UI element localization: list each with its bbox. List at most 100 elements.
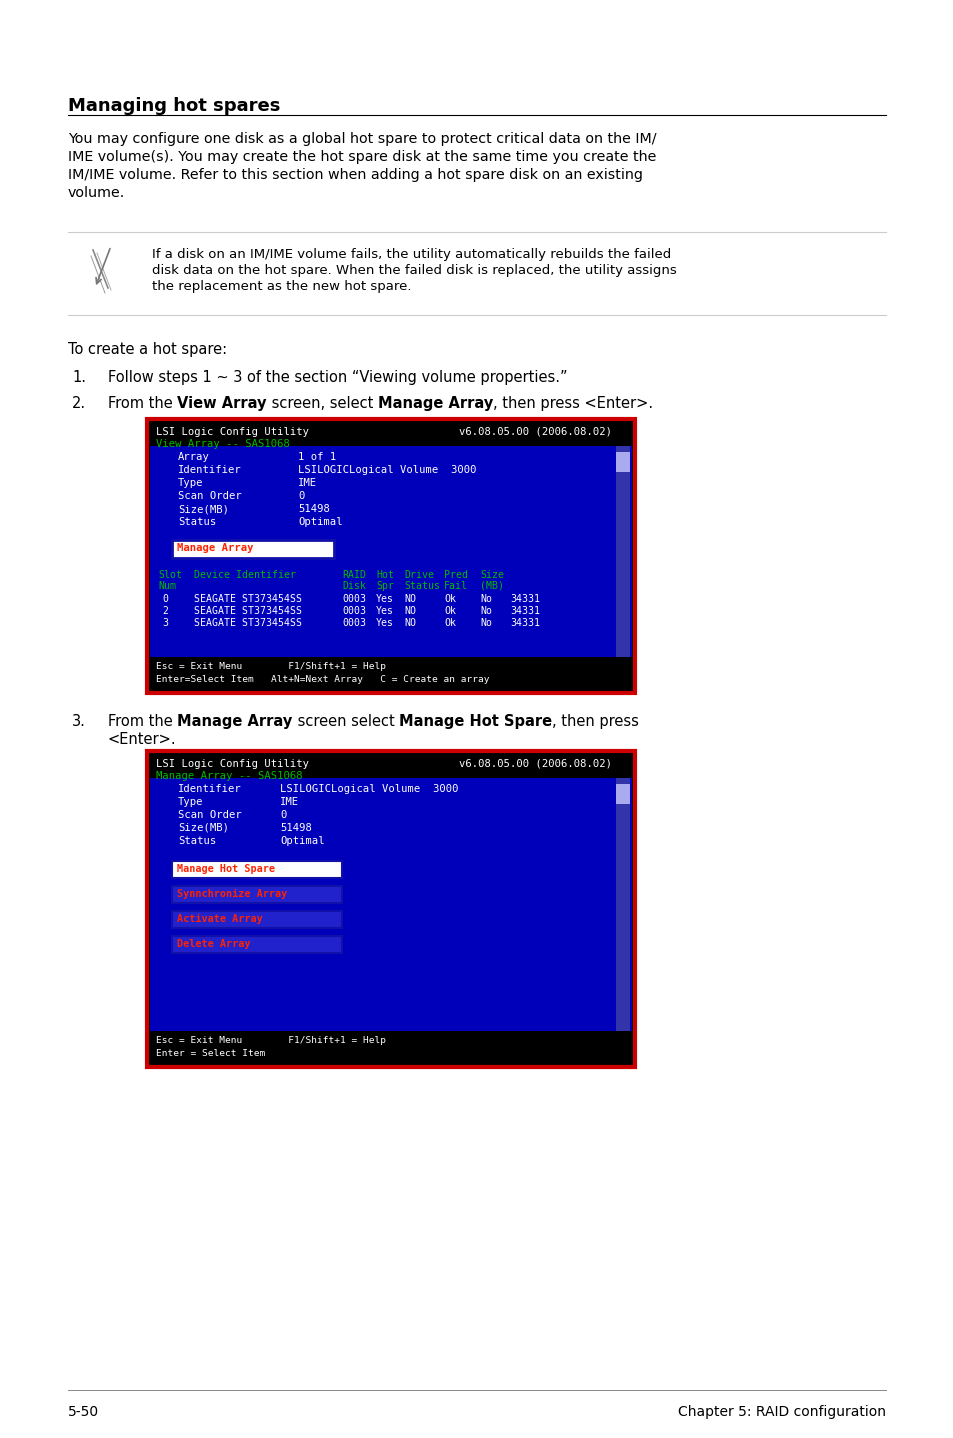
Text: Optimal: Optimal [280,835,324,846]
Text: No: No [479,594,492,604]
Text: screen, select: screen, select [267,395,377,411]
Text: Array: Array [178,452,210,462]
Text: Pred: Pred [443,569,468,580]
Text: Chapter 5: RAID configuration: Chapter 5: RAID configuration [678,1405,885,1419]
Text: Status: Status [178,835,216,846]
Text: Status: Status [178,518,216,526]
Bar [172,886,341,903]
Text: Num: Num [158,581,175,591]
Text: 0: 0 [162,594,168,604]
Text: Managing hot spares: Managing hot spares [68,96,280,115]
Text: Spr: Spr [375,581,394,591]
Text: You may configure one disk as a global hot spare to protect critical data on the: You may configure one disk as a global h… [68,132,656,147]
Text: SEAGATE ST373454SS: SEAGATE ST373454SS [193,618,302,628]
Text: v6.08.05.00 (2006.08.02): v6.08.05.00 (2006.08.02) [458,759,612,769]
Bar [172,912,341,928]
Text: 0003: 0003 [341,618,366,628]
Text: Enter = Select Item: Enter = Select Item [156,1048,265,1058]
Text: volume.: volume. [68,186,125,200]
Text: No: No [479,618,492,628]
Text: 0: 0 [280,810,286,820]
Text: Ok: Ok [443,618,456,628]
Text: disk data on the hot spare. When the failed disk is replaced, the utility assign: disk data on the hot spare. When the fai… [152,265,676,278]
Text: From the: From the [108,715,177,729]
Text: Esc = Exit Menu        F1/Shift+1 = Help: Esc = Exit Menu F1/Shift+1 = Help [156,661,386,672]
Text: Manage Hot Spare: Manage Hot Spare [177,864,274,874]
Bar [172,936,341,953]
Text: the replacement as the new hot spare.: the replacement as the new hot spare. [152,280,411,293]
Text: 1.: 1. [71,370,86,385]
Text: Device Identifier: Device Identifier [193,569,295,580]
Text: Yes: Yes [375,605,394,615]
Bar [172,541,334,558]
Text: Identifier: Identifier [178,464,241,475]
Text: 0: 0 [297,490,304,500]
Bar [150,1031,631,1064]
Text: Manage Hot Spare: Manage Hot Spare [398,715,552,729]
Text: Size: Size [479,569,503,580]
Text: View Array -- SAS1068: View Array -- SAS1068 [156,439,290,449]
Text: 5-50: 5-50 [68,1405,99,1419]
Text: Hot: Hot [375,569,394,580]
Text: If a disk on an IM/IME volume fails, the utility automatically rebuilds the fail: If a disk on an IM/IME volume fails, the… [152,247,671,262]
Text: LSILOGICLogical Volume  3000: LSILOGICLogical Volume 3000 [297,464,476,475]
Text: , then press: , then press [552,715,639,729]
Text: Size(MB): Size(MB) [178,503,229,513]
Text: Ok: Ok [443,605,456,615]
Text: Synnchronize Array: Synnchronize Array [177,889,287,899]
Text: 2.: 2. [71,395,86,411]
Bar [616,778,629,1031]
Bar [150,446,631,690]
Text: Slot: Slot [158,569,182,580]
Text: IME: IME [280,797,299,807]
Text: (MB): (MB) [479,581,503,591]
Bar [150,754,631,778]
Text: Enter=Select Item   Alt+N=Next Array   C = Create an array: Enter=Select Item Alt+N=Next Array C = C… [156,674,489,684]
Text: NO: NO [403,618,416,628]
Text: 2: 2 [162,605,168,615]
Text: Yes: Yes [375,618,394,628]
Bar [147,418,635,693]
Bar [616,446,629,657]
Text: <Enter>.: <Enter>. [108,732,176,746]
Text: 34331: 34331 [510,594,539,604]
Text: 3.: 3. [71,715,86,729]
Text: 34331: 34331 [510,618,539,628]
Bar [147,751,635,1067]
Text: NO: NO [403,594,416,604]
Text: Manage Array: Manage Array [177,715,293,729]
Text: Scan Order: Scan Order [178,490,241,500]
Text: Fail: Fail [443,581,468,591]
Text: 0003: 0003 [341,594,366,604]
Text: To create a hot spare:: To create a hot spare: [68,342,227,357]
Text: Activate Array: Activate Array [177,915,262,925]
Text: Manage Array -- SAS1068: Manage Array -- SAS1068 [156,771,302,781]
Text: Disk: Disk [341,581,366,591]
Text: Esc = Exit Menu        F1/Shift+1 = Help: Esc = Exit Menu F1/Shift+1 = Help [156,1035,386,1045]
Text: NO: NO [403,605,416,615]
Bar [150,421,631,446]
Text: Type: Type [178,477,203,487]
Text: 3: 3 [162,618,168,628]
Text: Status: Status [403,581,439,591]
Text: , then press <Enter>.: , then press <Enter>. [493,395,653,411]
Bar [616,784,629,804]
Text: Scan Order: Scan Order [178,810,241,820]
Text: screen select: screen select [293,715,398,729]
Bar [150,778,631,1064]
Text: Size(MB): Size(MB) [178,823,229,833]
Text: From the: From the [108,395,177,411]
Text: SEAGATE ST373454SS: SEAGATE ST373454SS [193,594,302,604]
Text: Type: Type [178,797,203,807]
Text: Manage Array: Manage Array [377,395,493,411]
Text: v6.08.05.00 (2006.08.02): v6.08.05.00 (2006.08.02) [458,427,612,437]
Text: Delete Array: Delete Array [177,939,251,949]
Text: 1 of 1: 1 of 1 [297,452,335,462]
Text: LSI Logic Config Utility: LSI Logic Config Utility [156,427,309,437]
Text: Manage Array: Manage Array [177,544,253,554]
Text: Drive: Drive [403,569,434,580]
Text: 51498: 51498 [280,823,312,833]
Text: Identifier: Identifier [178,784,241,794]
Bar [172,861,341,879]
Text: Optimal: Optimal [297,518,342,526]
